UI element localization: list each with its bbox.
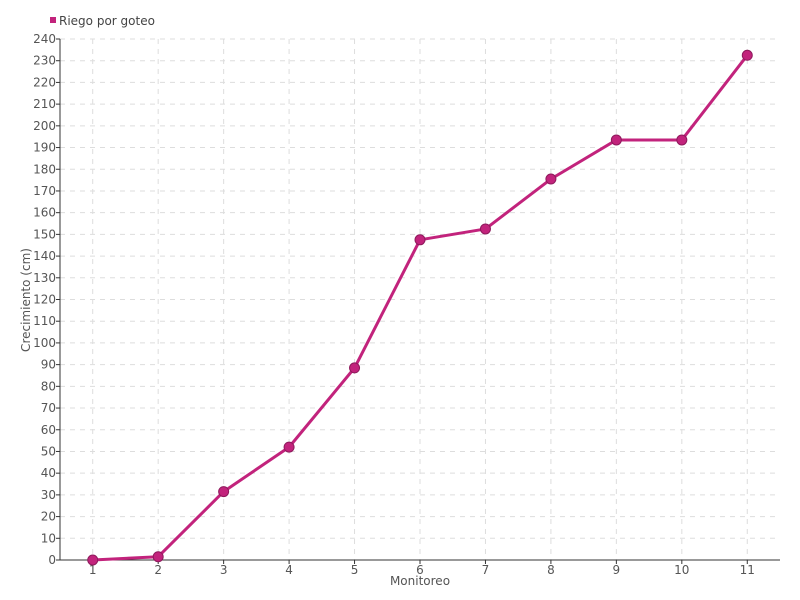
y-tick-label: 40 (41, 466, 56, 480)
y-tick-label: 190 (33, 141, 56, 155)
data-point[interactable] (349, 362, 361, 374)
x-tick-label: 6 (416, 563, 424, 577)
y-tick-label: 240 (33, 32, 56, 46)
y-tick-label: 60 (41, 423, 56, 437)
y-tick-label: 140 (33, 249, 56, 263)
x-tick-label: 5 (351, 563, 359, 577)
data-point[interactable] (676, 134, 688, 146)
x-tick-label: 9 (613, 563, 621, 577)
data-point[interactable] (479, 223, 491, 235)
x-tick-label: 8 (547, 563, 555, 577)
y-tick-label: 130 (33, 271, 56, 285)
y-tick-label: 100 (33, 336, 56, 350)
x-axis: 1 2 3 4 5 6 7 8 9 10 11 (60, 559, 780, 577)
y-tick-label: 0 (48, 553, 56, 567)
data-point[interactable] (741, 49, 753, 61)
y-tick-label: 70 (41, 401, 56, 415)
series-layer (87, 49, 753, 566)
data-point[interactable] (283, 441, 295, 453)
legend-swatch (50, 17, 56, 23)
y-tick-label: 120 (33, 293, 56, 307)
x-tick-label: 4 (285, 563, 293, 577)
y-tick-label: 50 (41, 444, 56, 458)
legend[interactable]: Riego por goteo (50, 14, 155, 28)
y-tick-label: 210 (33, 97, 56, 111)
x-tick-label: 10 (674, 563, 689, 577)
data-point[interactable] (152, 551, 164, 563)
legend-label: Riego por goteo (59, 14, 155, 28)
y-tick-label: 180 (33, 162, 56, 176)
x-tick-label: 3 (220, 563, 228, 577)
gridlines (60, 38, 780, 560)
y-tick-label: 90 (41, 358, 56, 372)
y-tick-label: 200 (33, 119, 56, 133)
y-axis-title: Crecimiento (cm) (19, 248, 33, 352)
data-point[interactable] (610, 134, 622, 146)
x-tick-label: 1 (89, 563, 97, 577)
y-tick-label: 20 (41, 510, 56, 524)
x-tick-label: 7 (482, 563, 490, 577)
x-tick-label: 2 (154, 563, 162, 577)
y-tick-label: 170 (33, 184, 56, 198)
y-tick-label: 230 (33, 54, 56, 68)
y-tick-label: 150 (33, 227, 56, 241)
data-point[interactable] (87, 554, 99, 566)
x-tick-label: 11 (740, 563, 755, 577)
y-tick-label: 30 (41, 488, 56, 502)
data-point[interactable] (218, 486, 230, 498)
y-tick-label: 80 (41, 379, 56, 393)
data-point[interactable] (545, 173, 557, 185)
y-tick-label: 220 (33, 75, 56, 89)
y-tick-label: 160 (33, 206, 56, 220)
y-axis: 0 10 20 30 40 50 60 70 80 90 100 110 120 130 140 150 160… (33, 32, 61, 567)
data-point[interactable] (414, 234, 426, 246)
y-tick-label: 110 (33, 314, 56, 328)
x-axis-title: Monitoreo (390, 574, 450, 588)
y-tick-label: 10 (41, 531, 56, 545)
